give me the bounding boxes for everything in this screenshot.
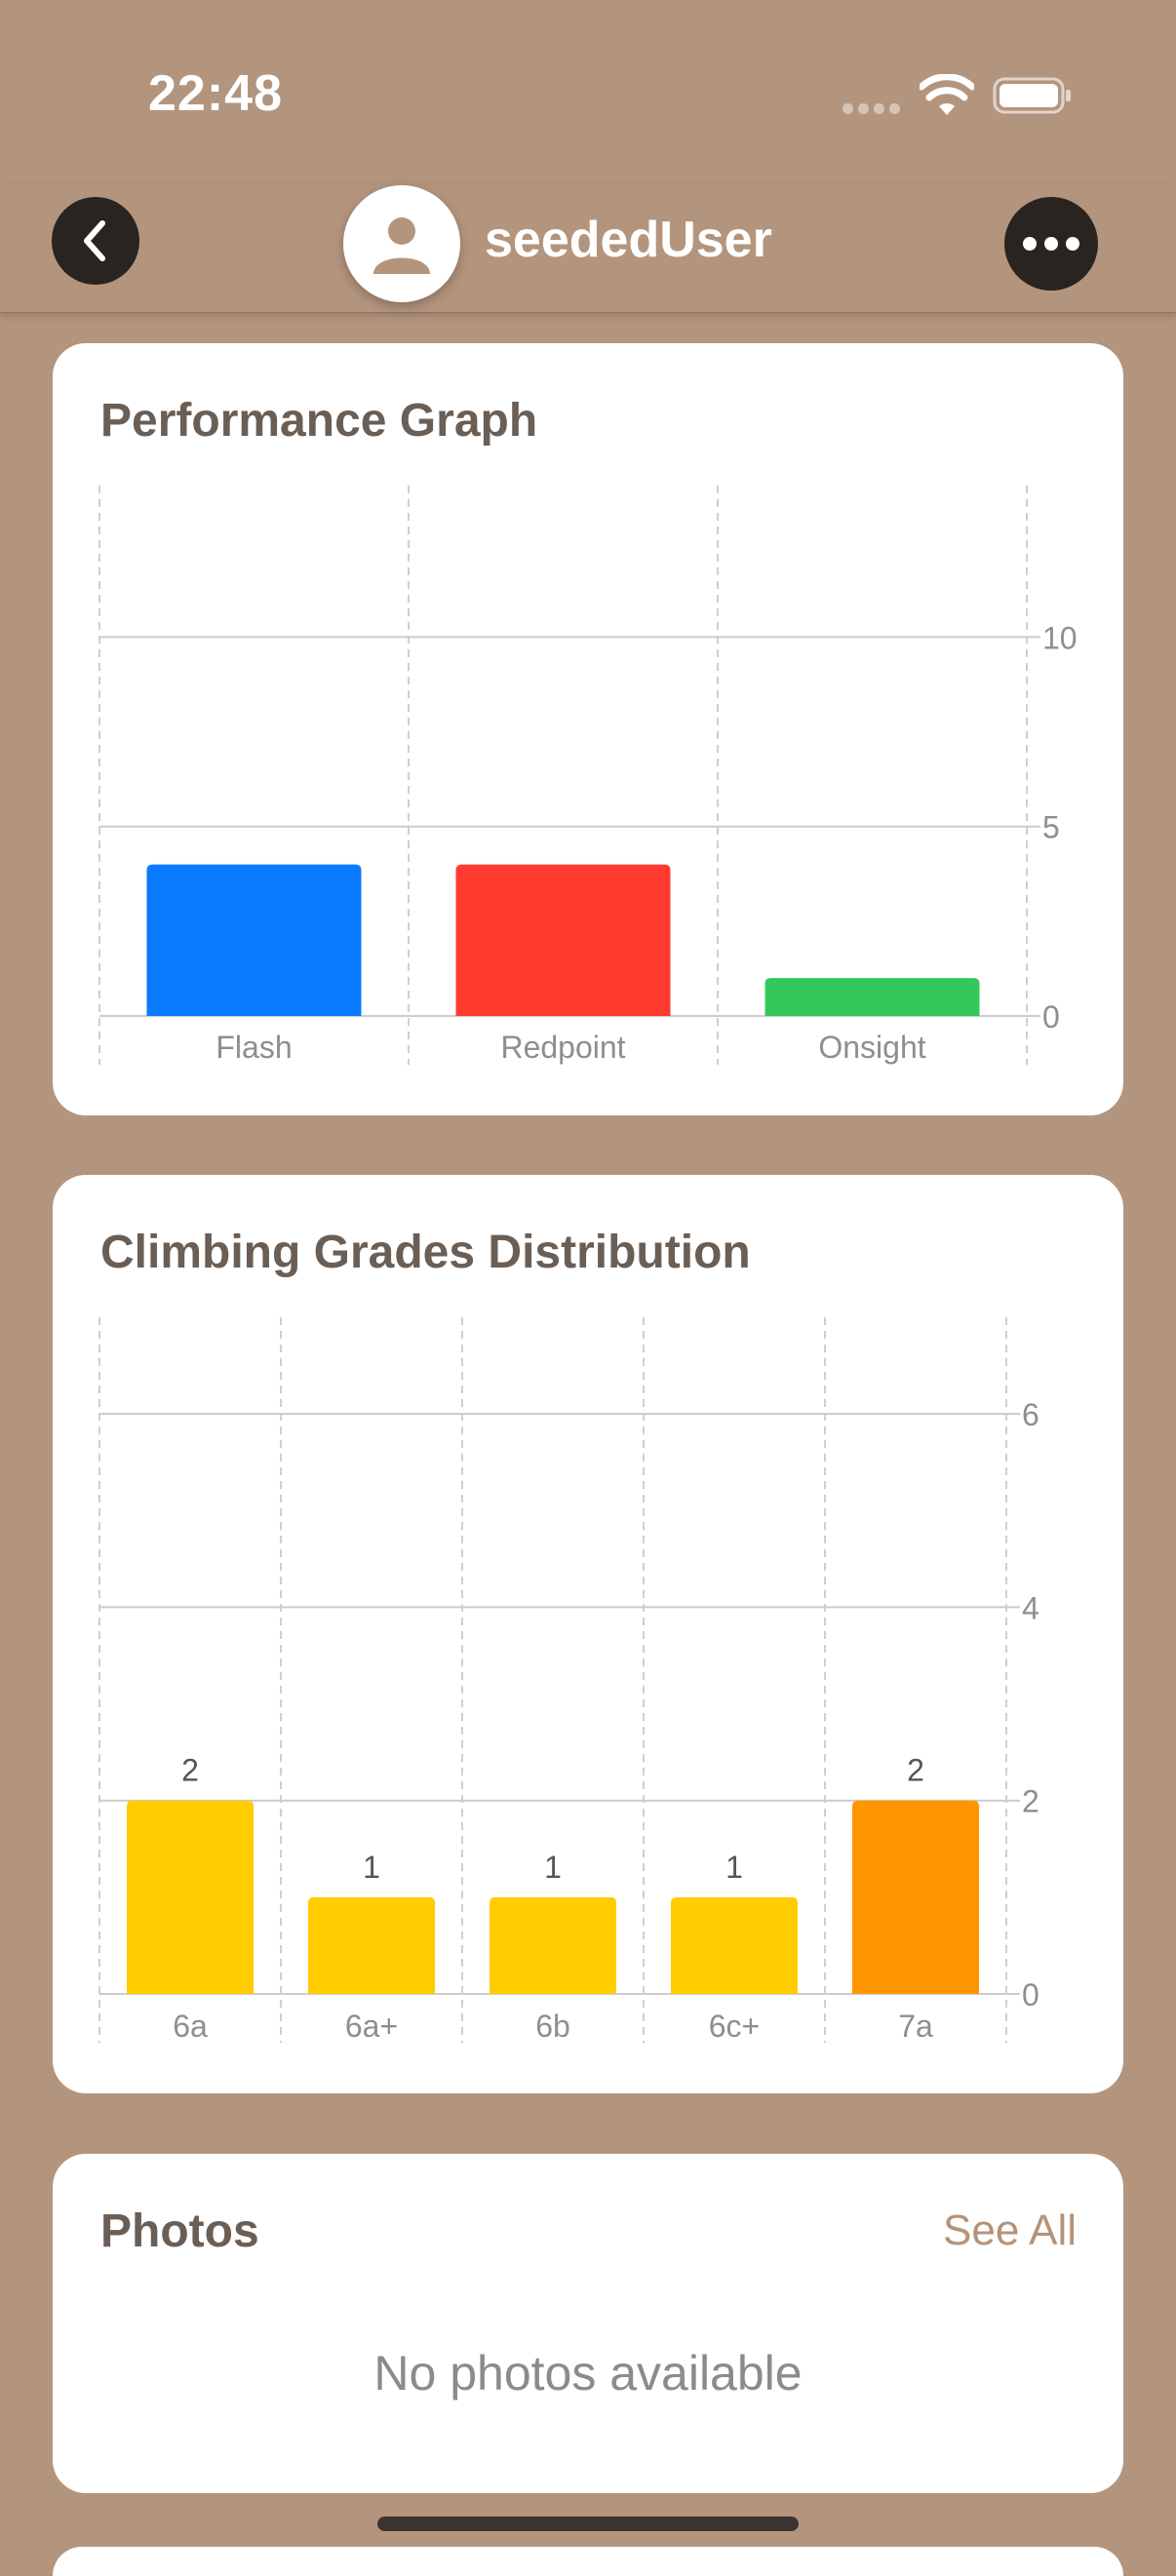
grades-data-label: 2 bbox=[181, 1753, 199, 1788]
performance-title: Performance Graph bbox=[100, 395, 538, 447]
perf-ytick-label: 5 bbox=[1042, 810, 1060, 845]
home-indicator[interactable] bbox=[377, 2517, 799, 2531]
grades-data-label: 1 bbox=[725, 1850, 743, 1885]
grades-ytick-label: 6 bbox=[1022, 1397, 1039, 1432]
grades-chart: 0 2 4 6 2 6a 1 6a+ 1 6b 1 6c+ 2 7a bbox=[98, 1317, 1039, 2044]
grades-data-label: 2 bbox=[907, 1753, 924, 1788]
no-photos-text: No photos available bbox=[373, 2346, 803, 2400]
perf-ytick-label: 10 bbox=[1042, 620, 1078, 655]
battery-icon bbox=[993, 77, 1071, 114]
back-button[interactable] bbox=[52, 197, 139, 285]
grades-ytick-label: 2 bbox=[1022, 1784, 1039, 1819]
photos-card: Photos See All No photos available bbox=[53, 2154, 1123, 2493]
signal-dots-icon bbox=[843, 103, 901, 115]
person-icon bbox=[373, 217, 430, 274]
status-time: 22:48 bbox=[148, 65, 283, 122]
photos-title: Photos bbox=[100, 2205, 259, 2257]
grades-category-label: 6c+ bbox=[709, 2009, 760, 2044]
grades-ytick-label: 0 bbox=[1022, 1977, 1039, 2012]
perf-ytick-label: 0 bbox=[1042, 999, 1060, 1034]
ellipsis-icon bbox=[1023, 237, 1079, 251]
see-all-link[interactable]: See All bbox=[943, 2206, 1077, 2254]
perf-category-label: Onsight bbox=[818, 1030, 925, 1065]
next-card bbox=[53, 2547, 1123, 2576]
perf-category-label: Redpoint bbox=[500, 1030, 625, 1065]
grades-bar-6c+ bbox=[671, 1896, 798, 1994]
grades-title: Climbing Grades Distribution bbox=[100, 1227, 751, 1278]
grades-data-label: 1 bbox=[363, 1850, 380, 1885]
grades-category-label: 6a+ bbox=[345, 2009, 398, 2044]
more-button[interactable] bbox=[1004, 197, 1098, 291]
wifi-icon bbox=[920, 74, 974, 115]
grades-bar-6a bbox=[127, 1800, 254, 1994]
chevron-left-icon bbox=[84, 220, 105, 261]
grades-category-label: 6b bbox=[535, 2009, 570, 2044]
grades-bar-6a+ bbox=[308, 1896, 435, 1994]
grades-bar-6b bbox=[490, 1896, 616, 1994]
status-bar: 22:48 bbox=[0, 0, 1176, 185]
perf-bar-Flash bbox=[146, 864, 362, 1016]
grades-card: Climbing Grades Distribution 0 2 4 6 2 6a 1 6a+… bbox=[53, 1175, 1123, 2093]
grades-ytick-label: 4 bbox=[1022, 1590, 1039, 1625]
performance-chart: 0 5 10 Flash Redpoint Onsight bbox=[98, 486, 1078, 1065]
username: seededUser bbox=[485, 212, 772, 268]
perf-category-label: Flash bbox=[216, 1030, 292, 1065]
nav-bar: seededUser bbox=[0, 185, 1176, 313]
perf-bar-Onsight bbox=[764, 978, 980, 1016]
grades-category-label: 6a bbox=[173, 2009, 208, 2044]
avatar[interactable] bbox=[343, 185, 460, 302]
performance-card: Performance Graph 0 5 10 Flash Redpoint Onsig… bbox=[53, 343, 1123, 1115]
grades-category-label: 7a bbox=[898, 2009, 933, 2044]
grades-data-label: 1 bbox=[544, 1850, 562, 1885]
grades-bar-7a bbox=[852, 1800, 979, 1994]
perf-bar-Redpoint bbox=[455, 864, 671, 1016]
